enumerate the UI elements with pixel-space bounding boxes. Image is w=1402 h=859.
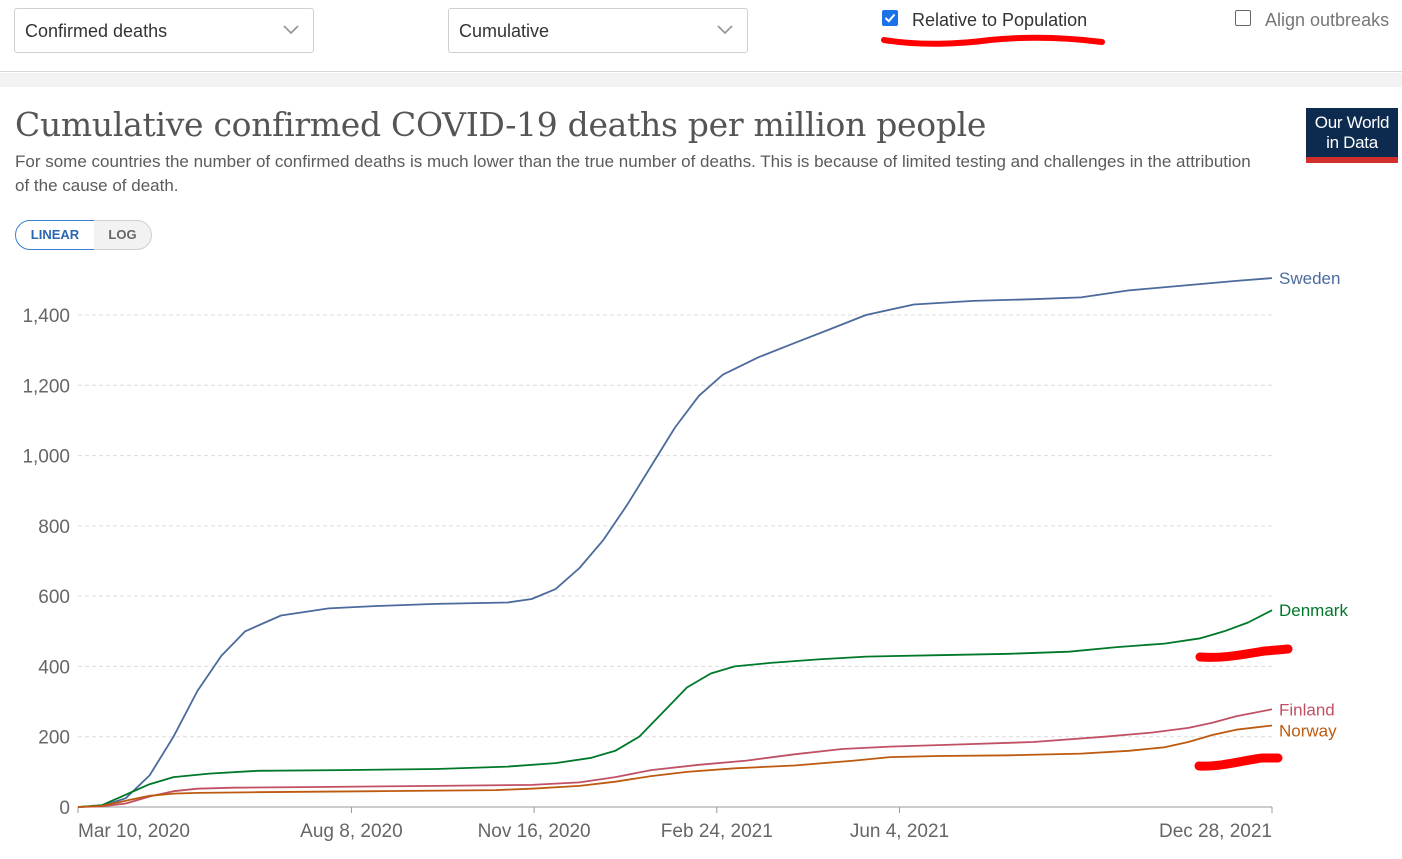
- series-line-norway: [77, 724, 1273, 808]
- y-tick-label: 1,000: [22, 447, 70, 468]
- red-underline-mark: [881, 34, 1105, 47]
- y-tick-label: 600: [38, 587, 70, 608]
- interval-select[interactable]: Cumulative: [448, 8, 748, 53]
- relative-to-population-checkbox[interactable]: Relative to Population: [882, 8, 1112, 34]
- y-tick-label: 800: [38, 517, 70, 538]
- y-tick-label: 0: [59, 798, 70, 819]
- y-tick-label: 1,200: [22, 376, 70, 397]
- interval-select-value: Cumulative: [459, 21, 550, 41]
- logo-line-1: Our World: [1314, 113, 1390, 132]
- red-annotation-marks: [1194, 644, 1293, 771]
- controls-separator: [0, 73, 1402, 87]
- y-tick-label: 1,400: [22, 306, 70, 327]
- chart-subtitle: For some countries the number of confirm…: [15, 152, 1251, 195]
- x-tick-label: Jun 4, 2021: [850, 821, 949, 842]
- series-label-denmark: Denmark: [1279, 601, 1348, 620]
- chevron-down-icon: [283, 25, 299, 35]
- linear-scale-button[interactable]: LINEAR: [15, 220, 95, 250]
- chevron-down-icon: [717, 25, 733, 35]
- series-line-finland: [77, 708, 1273, 808]
- controls-bar: Confirmed deaths Cumulative Relative to …: [0, 0, 1402, 72]
- checkbox-unchecked-icon[interactable]: [1235, 10, 1251, 26]
- metric-select[interactable]: Confirmed deaths: [14, 8, 314, 53]
- grid-lines: [78, 314, 1272, 738]
- x-tick-label: Dec 28, 2021: [1159, 821, 1272, 842]
- y-tick-label: 400: [38, 657, 70, 678]
- owid-logo[interactable]: Our World in Data: [1306, 108, 1398, 163]
- x-axis: Mar 10, 2020 Aug 8, 2020 Nov 16, 2020 Feb 2…: [77, 806, 1273, 842]
- red-mark-norway: [1194, 753, 1283, 771]
- series-line-denmark: [77, 609, 1273, 808]
- align-outbreaks-checkbox[interactable]: Align outbreaks: [1235, 8, 1402, 34]
- red-mark-denmark: [1195, 644, 1293, 662]
- series-label-norway: Norway: [1279, 721, 1337, 740]
- chart-title: Cumulative confirmed COVID-19 deaths per…: [15, 105, 987, 144]
- checkbox-checked-icon[interactable]: [882, 10, 898, 26]
- y-tick-label: 200: [38, 728, 70, 749]
- x-tick-label: Feb 24, 2021: [661, 821, 773, 842]
- series-lines: [77, 277, 1273, 808]
- series-label-finland: Finland: [1279, 700, 1335, 719]
- y-axis-ticks: 0 200 400 600 800 1,000 1,200 1,400: [22, 306, 70, 819]
- metric-select-value: Confirmed deaths: [25, 21, 168, 41]
- logo-line-2: in Data: [1326, 133, 1378, 152]
- x-tick-label: Nov 16, 2020: [478, 821, 591, 842]
- x-tick-label: Mar 10, 2020: [78, 821, 190, 842]
- relative-to-population-label: Relative to Population: [912, 10, 1088, 30]
- series-label-sweden: Sweden: [1279, 269, 1340, 288]
- log-scale-button[interactable]: LOG: [94, 220, 152, 250]
- line-chart: 0 200 400 600 800 1,000 1,200 1,400 Mar 10, 202…: [22, 269, 1348, 842]
- x-tick-label: Aug 8, 2020: [300, 821, 402, 842]
- series-line-sweden: [77, 277, 1273, 808]
- series-labels: Sweden Denmark Finland Norway: [1279, 269, 1348, 740]
- align-outbreaks-label: Align outbreaks: [1265, 10, 1390, 30]
